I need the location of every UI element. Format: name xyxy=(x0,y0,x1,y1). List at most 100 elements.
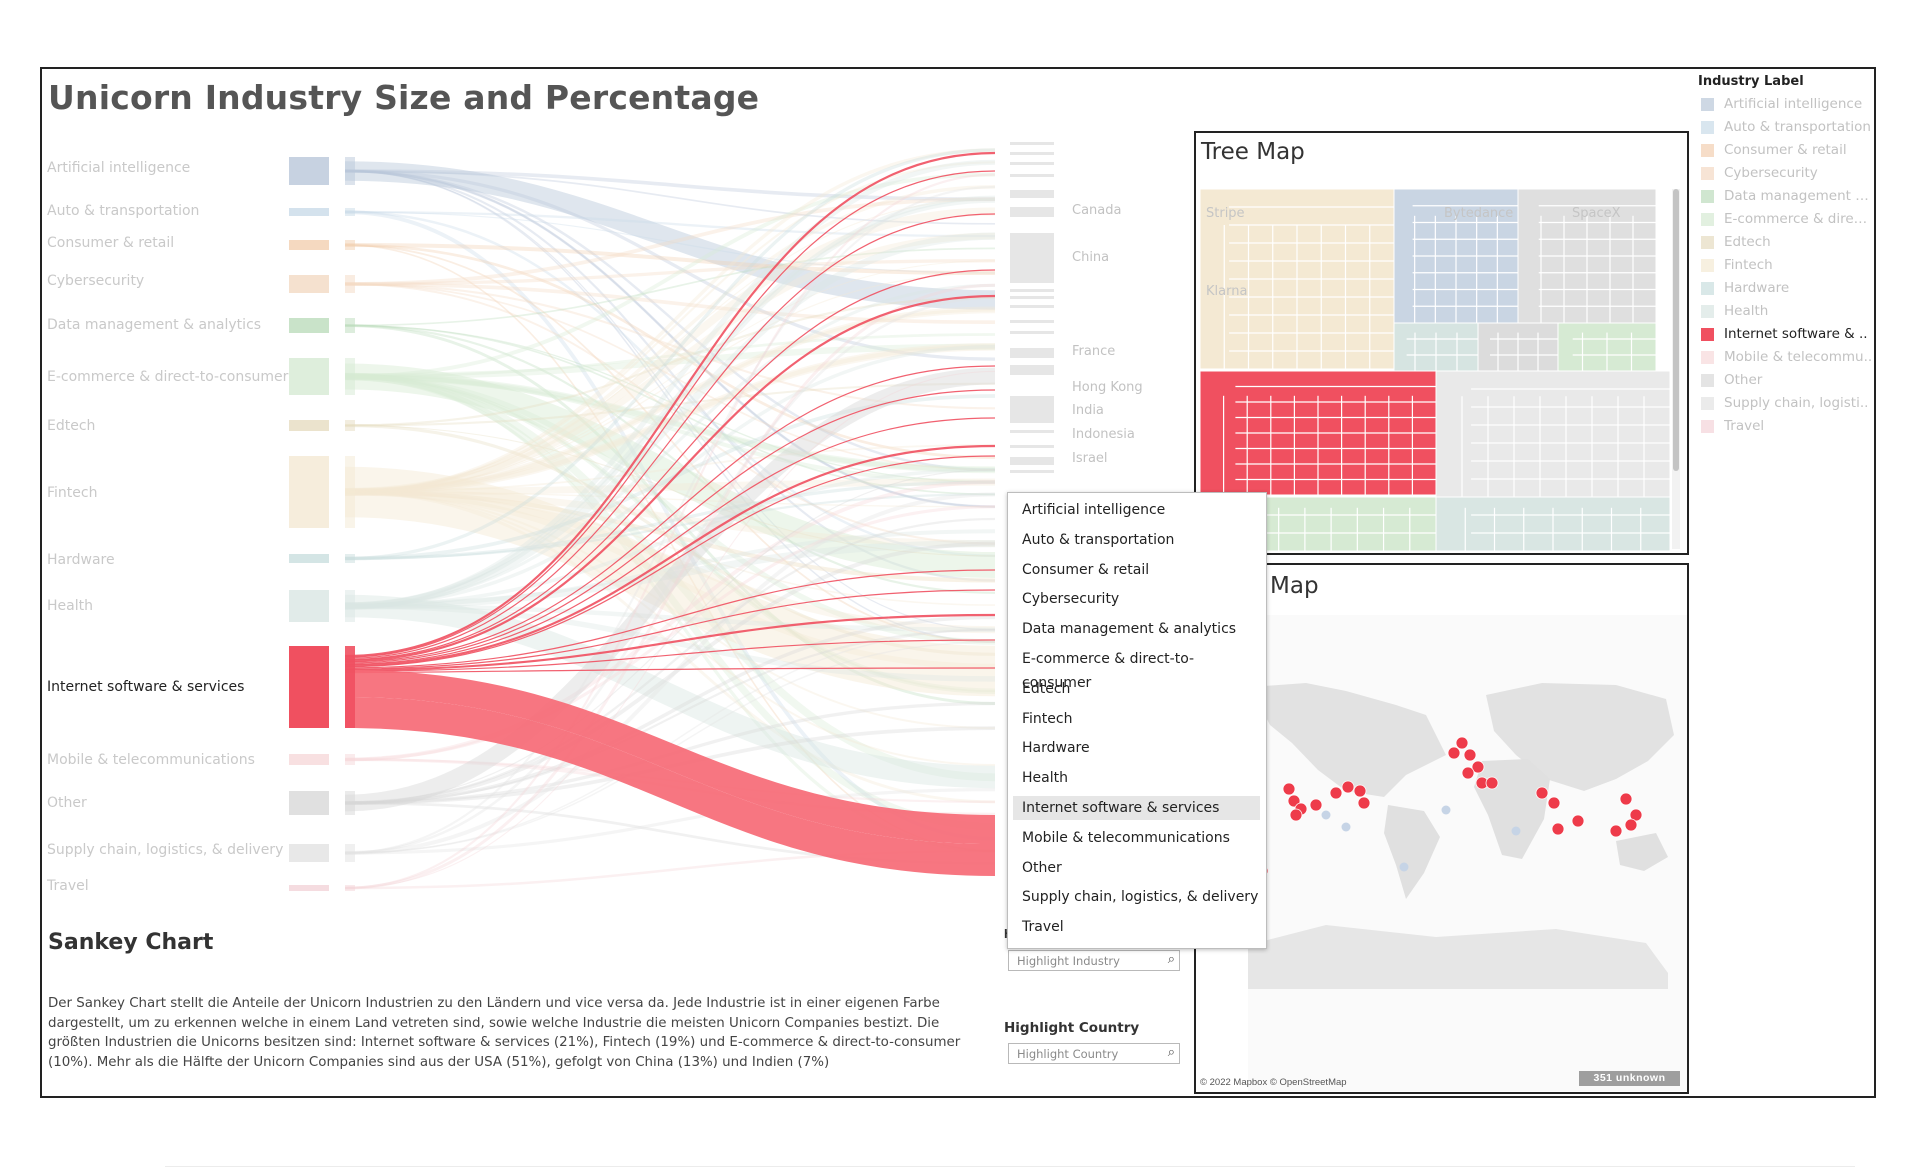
industry-label[interactable]: E-commerce & direct-to-consumer xyxy=(47,369,289,385)
treemap-scrollbar-thumb[interactable] xyxy=(1673,189,1679,471)
dropdown-option[interactable]: Hardware xyxy=(1022,740,1090,757)
industry-label[interactable]: Data management & analytics xyxy=(47,317,262,333)
company-marker[interactable] xyxy=(1609,824,1623,838)
industry-label[interactable]: Travel xyxy=(47,878,89,894)
industry-label[interactable]: Consumer & retail xyxy=(47,235,175,251)
company-marker-faded[interactable] xyxy=(1441,805,1451,815)
company-marker[interactable] xyxy=(1463,748,1477,762)
industry-label[interactable]: Other xyxy=(47,795,87,811)
industry-label[interactable]: Mobile & telecommunications xyxy=(47,752,255,768)
treemap-hardware[interactable] xyxy=(1393,322,1479,372)
company-marker[interactable] xyxy=(1461,766,1475,780)
dropdown-option[interactable]: Mobile & telecommunications xyxy=(1022,829,1230,846)
dropdown-option[interactable]: Consumer & retail xyxy=(1022,561,1150,578)
highlight-country-input[interactable]: Highlight Country ⌕ xyxy=(1008,1043,1180,1064)
dropdown-option[interactable]: Edtech xyxy=(1022,680,1071,697)
dropdown-option[interactable]: Fintech xyxy=(1022,710,1073,727)
treemap-internet-software[interactable] xyxy=(1199,370,1437,496)
industry-label[interactable]: Internet software & services xyxy=(47,679,245,695)
industry-label[interactable]: Supply chain, logistics, & delivery xyxy=(47,842,284,858)
treemap-panel[interactable]: Tree Map Stripe Klarna Bytedance SpaceX xyxy=(1194,131,1689,555)
company-marker[interactable] xyxy=(1447,746,1461,760)
company-marker[interactable] xyxy=(1289,808,1303,822)
legend-item-label: Mobile & telecommu.. xyxy=(1724,349,1873,365)
industry-label[interactable]: Cybersecurity xyxy=(47,273,145,289)
map-markers[interactable] xyxy=(1239,736,1643,898)
country-label[interactable]: China xyxy=(1072,250,1110,265)
dropdown-option[interactable]: Supply chain, logistics, & delivery xyxy=(1022,889,1259,906)
map-title: Map xyxy=(1270,573,1319,599)
company-marker[interactable] xyxy=(1624,818,1638,832)
company-marker[interactable] xyxy=(1455,736,1469,750)
treemap-chart[interactable]: Stripe Klarna Bytedance SpaceX xyxy=(1196,133,1687,553)
dropdown-option[interactable]: Data management & analytics xyxy=(1022,621,1237,638)
legend-swatch xyxy=(1701,374,1714,387)
dropdown-option[interactable]: Cybersecurity xyxy=(1022,591,1120,608)
south-america xyxy=(1384,805,1440,899)
highlight-industry-input[interactable]: Highlight Industry ⌕ xyxy=(1008,950,1180,971)
treemap-health[interactable] xyxy=(1435,496,1671,552)
legend-swatch xyxy=(1701,144,1714,157)
company-marker[interactable] xyxy=(1551,822,1565,836)
company-marker-faded[interactable] xyxy=(1341,822,1351,832)
treemap-data-mgmt[interactable] xyxy=(1557,322,1657,372)
industry-label[interactable]: Edtech xyxy=(47,418,96,434)
world-map[interactable] xyxy=(1196,565,1687,1092)
company-marker[interactable] xyxy=(1287,794,1301,808)
dropdown-option[interactable]: Health xyxy=(1022,770,1068,787)
industry-label[interactable]: Health xyxy=(47,598,93,614)
map-land xyxy=(1248,683,1674,989)
sankey-title: Sankey Chart xyxy=(48,930,214,955)
country-label[interactable]: Hong Kong xyxy=(1072,380,1143,395)
legend-item-label: Health xyxy=(1724,303,1769,319)
industry-label[interactable]: Artificial intelligence xyxy=(47,160,191,176)
legend-swatch xyxy=(1701,397,1714,410)
legend-item-label: Hardware xyxy=(1724,280,1790,296)
dropdown-option[interactable]: Auto & transportation xyxy=(1022,531,1175,548)
company-marker[interactable] xyxy=(1535,786,1549,800)
industry-label[interactable]: Fintech xyxy=(47,485,98,501)
company-marker[interactable] xyxy=(1329,786,1343,800)
highlight-industry-dropdown[interactable]: Artificial intelligence Auto & transporta… xyxy=(1007,492,1267,949)
treemap-company-label: Stripe xyxy=(1206,206,1245,221)
legend-item-label: Internet software & .. xyxy=(1724,326,1868,342)
company-marker[interactable] xyxy=(1485,776,1499,790)
legend-item-label: Consumer & retail xyxy=(1724,142,1847,158)
country-label[interactable]: Israel xyxy=(1072,451,1108,466)
country-label[interactable]: France xyxy=(1072,344,1116,359)
company-marker-faded[interactable] xyxy=(1511,826,1521,836)
bottom-divider xyxy=(165,1166,1855,1167)
company-marker-faded[interactable] xyxy=(1399,862,1409,872)
company-marker[interactable] xyxy=(1309,798,1323,812)
company-marker[interactable] xyxy=(1357,796,1371,810)
dropdown-option[interactable]: Travel xyxy=(1022,919,1064,936)
treemap-cell[interactable] xyxy=(1435,370,1671,498)
dropdown-option[interactable]: Internet software & services xyxy=(1013,796,1260,820)
treemap-supply[interactable] xyxy=(1477,322,1559,372)
company-marker[interactable] xyxy=(1547,796,1561,810)
industry-label[interactable]: Auto & transportation xyxy=(47,203,200,219)
treemap-other[interactable] xyxy=(1517,188,1657,324)
company-marker[interactable] xyxy=(1341,780,1355,794)
legend-swatch xyxy=(1701,420,1714,433)
company-marker[interactable] xyxy=(1629,808,1643,822)
unknown-locations-badge[interactable]: 351 unknown xyxy=(1579,1071,1680,1086)
legend-swatch xyxy=(1701,305,1714,318)
dropdown-option[interactable]: Other xyxy=(1022,859,1062,876)
company-marker[interactable] xyxy=(1282,782,1296,796)
company-marker[interactable] xyxy=(1471,760,1485,774)
treemap-other-mix[interactable] xyxy=(1435,370,1671,498)
country-label[interactable]: Canada xyxy=(1072,203,1122,218)
map-panel[interactable]: Map xyxy=(1194,563,1689,1094)
highlight-country-placeholder: Highlight Country xyxy=(1017,1047,1119,1061)
legend-title: Industry Label xyxy=(1698,74,1804,89)
dropdown-option[interactable]: E-commerce & direct-to-consumer xyxy=(1022,651,1195,691)
company-marker[interactable] xyxy=(1619,792,1633,806)
industry-label[interactable]: Hardware xyxy=(47,552,115,568)
company-marker[interactable] xyxy=(1571,814,1585,828)
company-marker-faded[interactable] xyxy=(1321,810,1331,820)
company-marker[interactable] xyxy=(1353,784,1367,798)
dropdown-option[interactable]: Artificial intelligence xyxy=(1022,502,1166,518)
country-label[interactable]: India xyxy=(1072,403,1104,418)
country-label[interactable]: Indonesia xyxy=(1072,427,1135,442)
